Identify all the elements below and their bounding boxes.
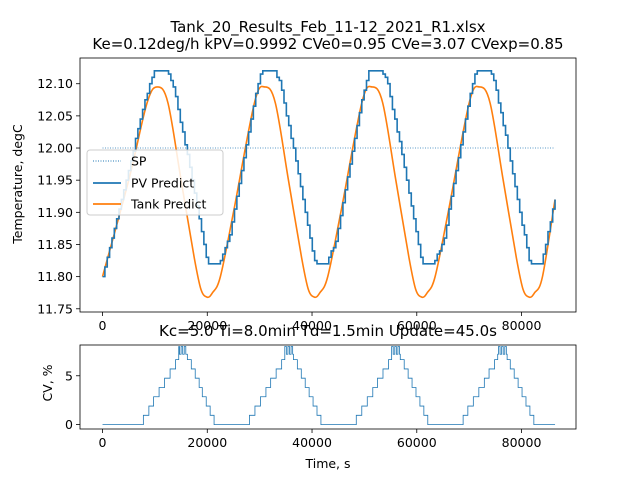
bottom-frame bbox=[79, 344, 577, 430]
top-xtick-label: 40000 bbox=[292, 318, 332, 333]
bottom-xtick-label: 0 bbox=[99, 435, 107, 450]
chart-subtitle: Ke=0.12deg/h kPV=0.9992 CVe0=0.95 CVe=3.… bbox=[92, 35, 563, 53]
legend-label-tank-predict: Tank Predict bbox=[130, 197, 207, 212]
top-frame bbox=[79, 57, 577, 313]
bottom-chart-title: Kc=5.0 Ti=8.0min Td=1.5min Update=45.0s bbox=[159, 322, 497, 340]
legend: SP PV Predict Tank Predict bbox=[86, 149, 224, 216]
top-ylabel: Temperature, degC bbox=[10, 124, 25, 245]
top-xtick-label: 60000 bbox=[397, 318, 437, 333]
top-xtick-label: 80000 bbox=[502, 318, 542, 333]
chart-title: Tank_20_Results_Feb_11-12_2021_R1.xlsx bbox=[169, 18, 485, 37]
top-xtick-label: 20000 bbox=[187, 318, 227, 333]
top-ytick-label: 12.05 bbox=[37, 108, 73, 123]
top-ytick-label: 11.90 bbox=[37, 205, 73, 220]
bottom-ytick-label: 5 bbox=[65, 368, 73, 383]
series-pv-predict-line bbox=[102, 70, 556, 278]
top-ytick-label: 12.10 bbox=[37, 76, 73, 91]
legend-label-pv-predict: PV Predict bbox=[131, 176, 194, 191]
top-ytick-label: 11.80 bbox=[37, 269, 73, 284]
top-plot-area: 0 20000 40000 60000 80000 11.75 11.80 11.85 11.9… bbox=[37, 57, 577, 333]
legend-box bbox=[86, 149, 224, 216]
bottom-ytick-label: 0 bbox=[65, 417, 73, 432]
top-ytick-label: 11.75 bbox=[37, 301, 73, 316]
bottom-xtick-label: 60000 bbox=[397, 435, 437, 450]
bottom-xtick-label: 40000 bbox=[292, 435, 332, 450]
top-xtick-label: 0 bbox=[99, 318, 107, 333]
top-ytick-label: 11.95 bbox=[37, 173, 73, 188]
bottom-xtick-label: 80000 bbox=[502, 435, 542, 450]
bottom-xlabel: Time, s bbox=[304, 456, 350, 471]
top-ytick-label: 11.85 bbox=[37, 237, 73, 252]
bottom-plot-area: 0 20000 40000 60000 80000 0 5 bbox=[65, 344, 577, 450]
series-tank-predict-line bbox=[101, 85, 556, 299]
bottom-ylabel: CV, % bbox=[40, 364, 55, 401]
bottom-xtick-label: 20000 bbox=[187, 435, 227, 450]
series-cv-line bbox=[102, 346, 556, 425]
legend-label-sp: SP bbox=[131, 154, 147, 169]
top-ytick-label: 12.00 bbox=[37, 141, 73, 156]
